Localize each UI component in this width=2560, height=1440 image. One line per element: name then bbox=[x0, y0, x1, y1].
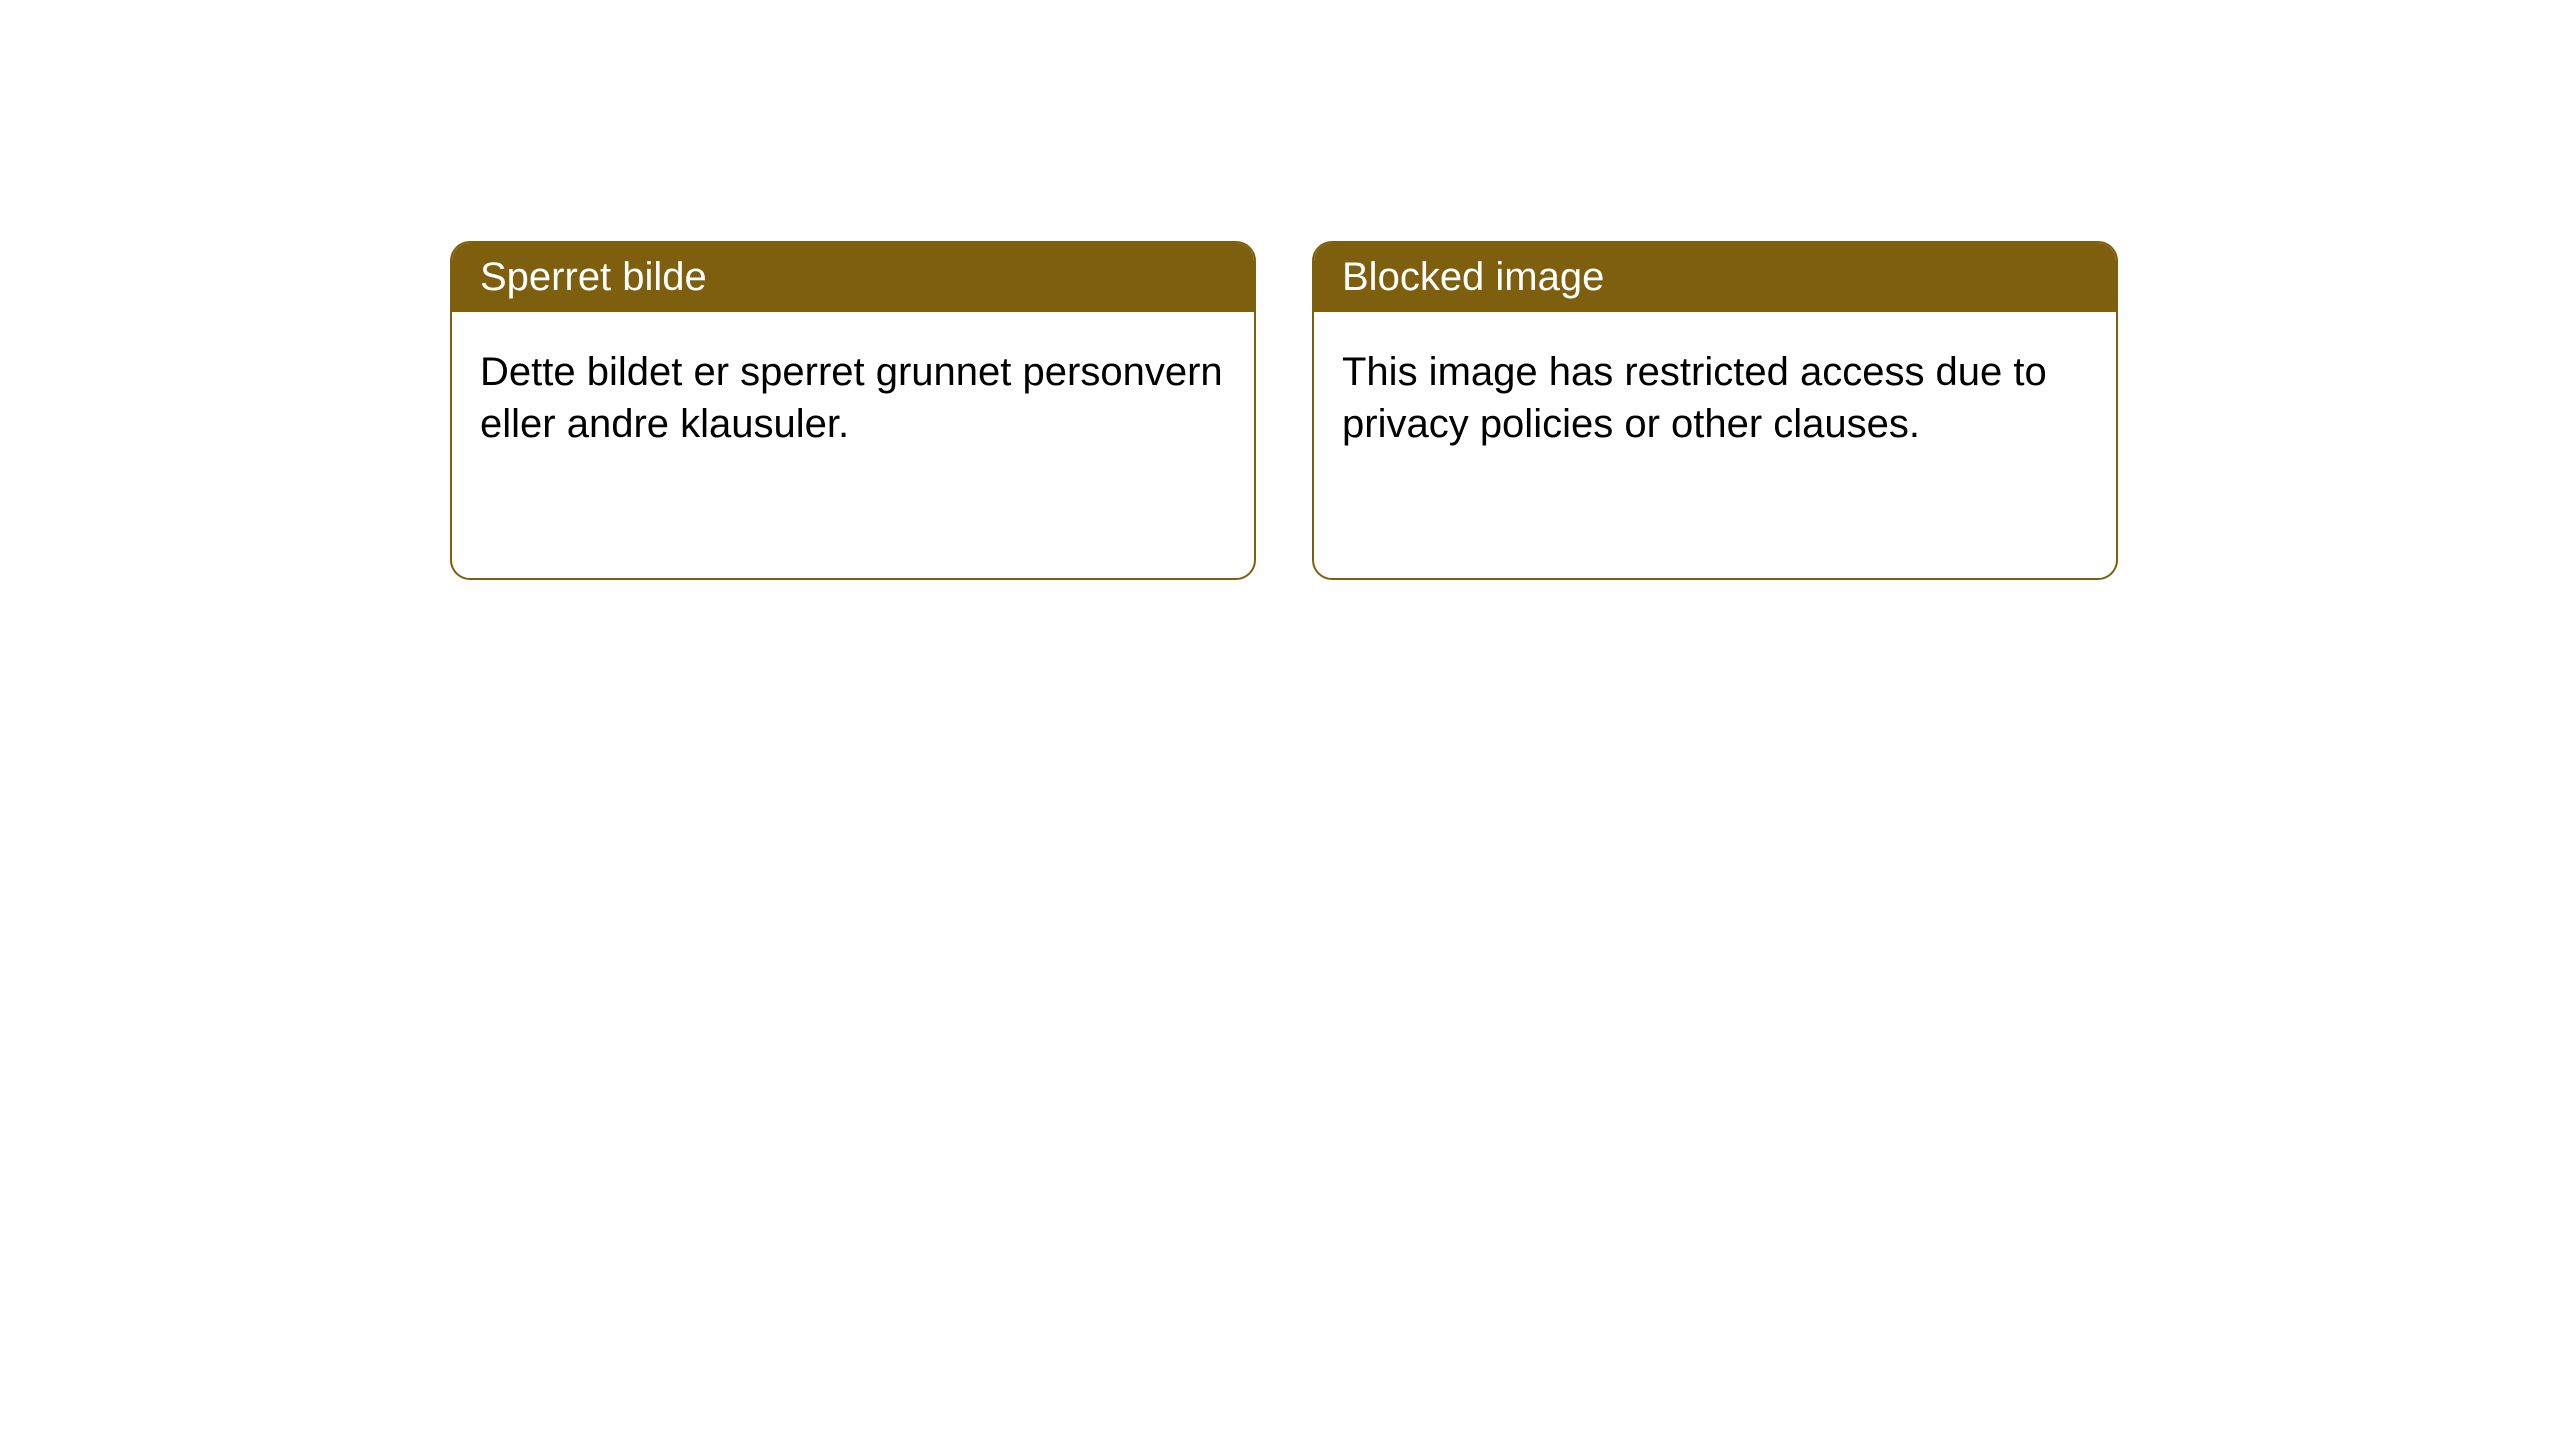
card-title: Sperret bilde bbox=[480, 255, 707, 299]
card-header: Sperret bilde bbox=[452, 243, 1254, 312]
notice-cards-container: Sperret bilde Dette bildet er sperret gr… bbox=[450, 241, 2118, 580]
card-body-text: Dette bildet er sperret grunnet personve… bbox=[480, 350, 1223, 446]
card-body: This image has restricted access due to … bbox=[1314, 312, 2116, 484]
card-header: Blocked image bbox=[1314, 243, 2116, 312]
card-title: Blocked image bbox=[1342, 255, 1604, 299]
card-body-text: This image has restricted access due to … bbox=[1342, 350, 2047, 446]
card-body: Dette bildet er sperret grunnet personve… bbox=[452, 312, 1254, 484]
blocked-image-card-norwegian: Sperret bilde Dette bildet er sperret gr… bbox=[450, 241, 1256, 580]
blocked-image-card-english: Blocked image This image has restricted … bbox=[1312, 241, 2118, 580]
